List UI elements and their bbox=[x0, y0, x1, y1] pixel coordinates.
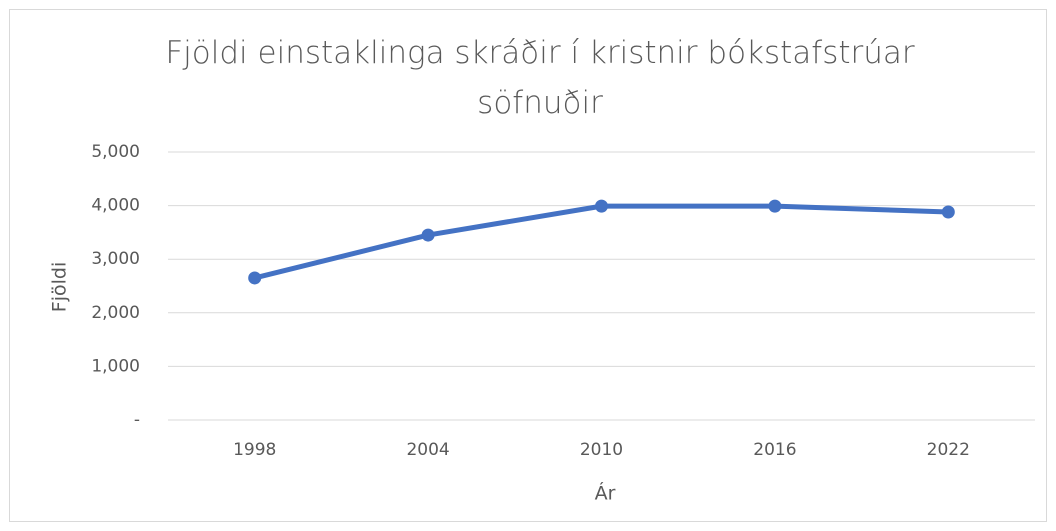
data-point bbox=[941, 205, 955, 219]
y-tick-label: 4,000 bbox=[91, 196, 140, 216]
x-tick-label: 2010 bbox=[580, 440, 623, 460]
x-tick-label: 2022 bbox=[927, 440, 970, 460]
data-point bbox=[595, 199, 608, 213]
y-tick-label: 2,000 bbox=[91, 303, 140, 323]
x-tick-label: 1998 bbox=[233, 440, 276, 460]
chart-title: Fjöldi einstaklinga skráðir í kristnir b… bbox=[165, 35, 915, 121]
x-axis-label: Ár bbox=[595, 482, 616, 505]
data-point bbox=[421, 228, 435, 242]
y-tick-label: 1,000 bbox=[91, 356, 140, 376]
y-axis-label: Fjöldi bbox=[49, 262, 71, 312]
x-tick-label: 2016 bbox=[753, 440, 796, 460]
y-tick-label: - bbox=[134, 410, 140, 430]
chart-border bbox=[9, 9, 1047, 522]
data-point bbox=[768, 199, 782, 213]
data-point bbox=[248, 271, 262, 285]
y-tick-label: 5,000 bbox=[91, 142, 140, 162]
y-tick-label: 3,000 bbox=[91, 249, 140, 269]
x-tick-label: 2004 bbox=[406, 440, 449, 460]
